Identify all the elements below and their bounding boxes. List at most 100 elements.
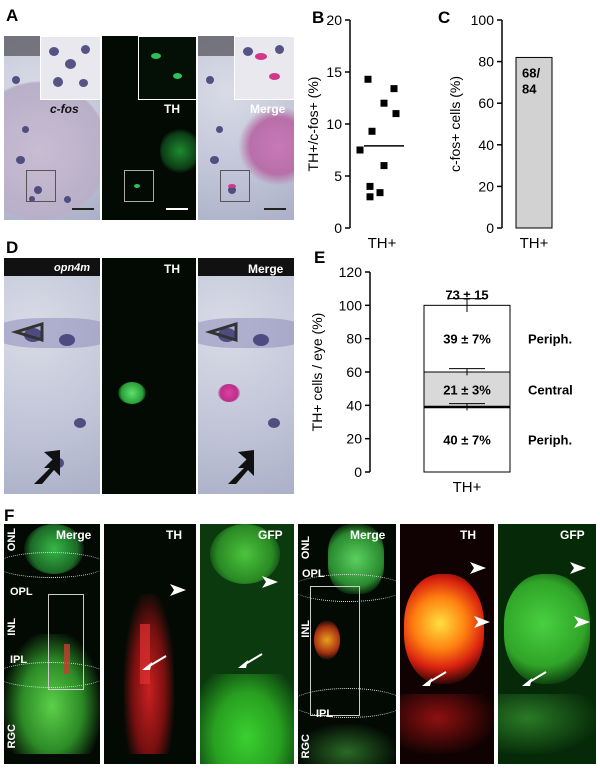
merge-label: Merge [250, 102, 286, 116]
th-label: TH [164, 102, 180, 116]
x-tick-label: TH+ [520, 235, 549, 250]
chart-b: 0 5 10 15 20 TH+/c-fos+ (%) TH+ [305, 12, 404, 250]
x-axis-label: TH+ [368, 235, 397, 250]
th-label: TH [166, 528, 182, 542]
panel-a-merge-image: Merge [198, 36, 294, 220]
y-tick-label: 15 [326, 64, 342, 80]
panel-label-b: B [312, 8, 325, 27]
y-tick-label: 120 [339, 264, 363, 280]
roi-box [48, 594, 84, 690]
roi-box [124, 170, 154, 202]
y-axis-label: TH+/c-fos+ (%) [305, 77, 321, 172]
y-tick-label: 20 [478, 178, 494, 194]
layer-ipl: IPL [316, 708, 334, 720]
data-point [366, 193, 374, 201]
roi-box [26, 170, 56, 202]
panel-label-e: E [314, 248, 326, 267]
scale-bar [166, 208, 188, 210]
arrowhead-icon [470, 562, 486, 574]
panel-label-c: C [438, 8, 451, 27]
y-tick-label: 60 [478, 95, 494, 111]
y-tick-label: 80 [346, 331, 362, 347]
arrowhead-icon [574, 616, 590, 628]
layer-rgc: RGC [6, 724, 18, 749]
panel-d-opn4m-image: opn4m [4, 258, 100, 494]
panel-f-left-merge-image: Merge ONL OPL INL IPL RGC [4, 524, 100, 764]
segment-name-label: Periph. [528, 433, 572, 448]
panel-label-f: F [4, 506, 15, 525]
gfp-label: GFP [258, 528, 283, 542]
bar-label: 68/ [522, 65, 540, 80]
inset-image [138, 36, 196, 100]
merge-label: Merge [350, 528, 386, 542]
panel-f-left-th-image: TH [104, 524, 196, 764]
layer-onl: ONL [6, 528, 18, 552]
th-label: TH [164, 262, 180, 276]
data-point [380, 162, 388, 170]
arrow-icon [142, 655, 167, 670]
y-tick-label: 80 [478, 54, 494, 70]
layer-opl: OPL [10, 586, 33, 598]
arrowhead-icon [570, 562, 586, 574]
stacked-segment [423, 304, 511, 373]
inset-image [40, 36, 100, 100]
segment-name-label: Periph. [528, 332, 572, 347]
chart-e: 0 20 40 60 80 100 120 TH+ cells / eye (%) 40 ± 7… [309, 264, 573, 496]
bar-label: 84 [522, 81, 537, 96]
arrowhead-icon [474, 616, 490, 628]
x-tick-label: TH+ [453, 479, 482, 496]
open-arrowhead-icon [204, 321, 238, 343]
roi-box [310, 586, 360, 716]
data-point [376, 189, 384, 197]
y-tick-label: 40 [346, 397, 362, 413]
panel-f-right-th-image: TH [400, 524, 494, 764]
bar [515, 56, 553, 229]
y-tick-label: 20 [326, 12, 342, 28]
y-tick-label: 20 [346, 431, 362, 447]
panel-f-right-gfp-image: GFP [498, 524, 596, 764]
arrow-icon [522, 671, 547, 686]
data-point [380, 99, 388, 107]
panel-d-th-image: TH [102, 258, 196, 494]
segment-value-label: 39 ± 7% [443, 332, 491, 347]
layer-opl: OPL [302, 568, 325, 580]
black-arrow-icon [34, 450, 60, 484]
panel-f-left-gfp-image: GFP [200, 524, 294, 764]
gfp-label: GFP [560, 528, 585, 542]
scale-bar [72, 208, 94, 210]
segment-name-label: Central [528, 383, 573, 398]
black-arrow-icon [228, 450, 254, 484]
scale-bar [264, 208, 286, 210]
y-tick-label: 100 [471, 12, 495, 28]
y-tick-label: 60 [346, 364, 362, 380]
open-arrowhead-icon [10, 321, 44, 343]
data-point [366, 182, 374, 190]
cfos-label: c-fos [50, 102, 79, 116]
y-tick-label: 0 [486, 220, 494, 236]
panel-d-merge-image: Merge [198, 258, 294, 494]
layer-inl: INL [300, 620, 312, 638]
merge-label: Merge [56, 528, 92, 542]
arrow-icon [238, 653, 263, 668]
inset-image [234, 36, 294, 100]
th-label: TH [460, 528, 476, 542]
total-label: 73 ± 15 [445, 287, 488, 302]
panel-label-d: D [6, 238, 19, 257]
layer-rgc: RGC [300, 734, 312, 759]
chart-c: 0 20 40 60 80 100 c-fos+ cells (%) 68/84 TH+ [447, 12, 553, 250]
segment-value-label: 21 ± 3% [443, 383, 491, 398]
y-tick-label: 40 [478, 137, 494, 153]
data-point [364, 75, 372, 83]
opn4m-label: opn4m [54, 262, 91, 274]
panel-label-a: A [6, 6, 19, 25]
data-point [356, 146, 364, 154]
arrowhead-icon [262, 576, 278, 588]
roi-box [220, 170, 250, 202]
layer-ipl: IPL [10, 654, 28, 666]
panel-a-cfos-image: c-fos [4, 36, 100, 220]
y-tick-label: 100 [339, 297, 363, 313]
y-tick-label: 10 [326, 116, 342, 132]
stacked-segment [423, 406, 511, 473]
panel-a-th-image: TH [102, 36, 196, 220]
y-axis-label: TH+ cells / eye (%) [309, 313, 325, 432]
